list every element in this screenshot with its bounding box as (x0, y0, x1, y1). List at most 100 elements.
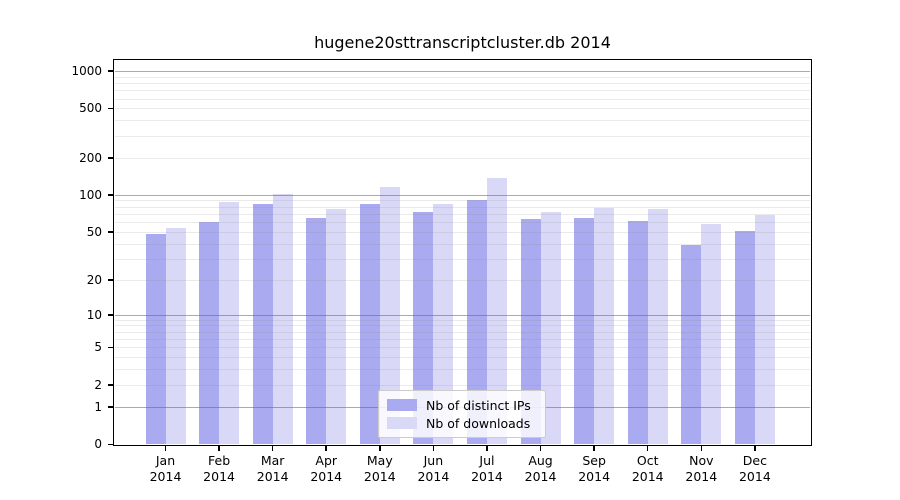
y-tick-mark (107, 346, 114, 349)
x-tick-mark (593, 445, 595, 451)
bar-distinct-ips (466, 199, 487, 444)
bar-downloads (540, 211, 561, 444)
legend-label-distinct-ips: Nb of distinct IPs (426, 397, 531, 413)
x-tick-label: Jan 2014 (149, 453, 182, 484)
bar-distinct-ips (413, 212, 434, 444)
bar-downloads (647, 209, 668, 444)
bar-distinct-ips (359, 203, 380, 444)
bar-downloads (433, 203, 454, 444)
legend: Nb of distinct IPs Nb of downloads (378, 390, 546, 438)
minor-gridline (115, 279, 810, 281)
minor-gridline (115, 331, 810, 333)
x-tick-mark (271, 445, 274, 451)
y-tick-label: 1000 (71, 63, 102, 78)
x-tick-label: Jun 2014 (417, 453, 450, 484)
legend-item-downloads: Nb of downloads (387, 414, 537, 432)
minor-gridline (115, 357, 810, 359)
x-tick-mark (700, 445, 703, 451)
x-tick-mark (432, 445, 435, 451)
minor-gridline (115, 206, 810, 208)
y-tick-label: 5 (94, 340, 102, 355)
minor-gridline (115, 98, 810, 100)
x-tick-mark (379, 445, 381, 451)
x-tick-label: Nov 2014 (685, 453, 718, 484)
y-tick-label: 2 (94, 377, 102, 392)
minor-gridline (115, 222, 810, 224)
x-tick-label: Feb 2014 (203, 453, 235, 484)
x-tick-mark (539, 445, 542, 451)
minor-gridline (115, 231, 810, 233)
y-tick-mark (107, 384, 114, 386)
minor-gridline (115, 135, 810, 137)
x-tick-mark (218, 445, 220, 451)
y-tick-label: 0 (94, 437, 102, 451)
x-tick-label: Aug 2014 (524, 453, 557, 484)
y-tick-label: 1 (94, 399, 102, 414)
y-tick-mark (107, 70, 114, 72)
y-tick-mark (107, 107, 114, 110)
bar-distinct-ips (520, 218, 541, 444)
minor-gridline (115, 384, 810, 386)
minor-gridline (115, 120, 810, 122)
bar-downloads (754, 214, 775, 444)
bar-downloads (272, 194, 293, 444)
y-tick-label: 50 (86, 224, 102, 239)
minor-gridline (115, 338, 810, 340)
bar-distinct-ips (306, 217, 327, 444)
x-tick-label: Oct 2014 (631, 453, 664, 484)
bar-distinct-ips (252, 203, 273, 444)
minor-gridline (115, 90, 810, 92)
bar-downloads (165, 227, 186, 444)
y-tick-label: 100 (79, 187, 102, 202)
minor-gridline (115, 83, 810, 85)
x-tick-label: Jul 2014 (471, 453, 503, 484)
minor-gridline (115, 200, 810, 202)
y-tick-mark (107, 194, 114, 196)
bar-distinct-ips (734, 230, 755, 444)
y-tick-mark (107, 443, 114, 445)
minor-gridline (115, 325, 810, 327)
x-tick-mark (646, 445, 649, 451)
bar-distinct-ips (574, 217, 595, 444)
minor-gridline (115, 347, 810, 349)
major-gridline (115, 70, 810, 72)
x-tick-mark (325, 445, 327, 451)
legend-swatch-downloads (387, 417, 417, 429)
chart-title: hugene20sttranscriptcluster.db 2014 (314, 33, 611, 52)
bar-downloads (219, 201, 240, 444)
x-tick-label: Mar 2014 (256, 453, 289, 484)
legend-swatch-distinct-ips (387, 399, 417, 411)
minor-gridline (115, 369, 810, 371)
x-tick-label: May 2014 (363, 453, 396, 484)
x-tick-mark (486, 445, 488, 451)
bar-downloads (486, 177, 507, 444)
y-tick-mark (107, 406, 114, 408)
minor-gridline (115, 258, 810, 260)
major-gridline (115, 314, 810, 316)
bar-downloads (701, 223, 722, 444)
x-tick-mark (164, 445, 167, 451)
minor-gridline (115, 157, 810, 159)
bar-downloads (326, 209, 347, 444)
legend-item-distinct-ips: Nb of distinct IPs (387, 396, 537, 414)
bar-downloads (594, 208, 615, 444)
minor-gridline (115, 213, 810, 215)
bar-distinct-ips (681, 244, 702, 444)
x-tick-label: Apr 2014 (310, 453, 343, 484)
major-gridline (115, 194, 810, 196)
minor-gridline (115, 243, 810, 245)
bar-downloads (379, 187, 400, 444)
minor-gridline (115, 319, 810, 321)
bar-distinct-ips (145, 233, 166, 444)
y-tick-mark (107, 231, 114, 233)
x-tick-label: Sep 2014 (578, 453, 611, 484)
y-tick-mark (107, 279, 114, 281)
bar-distinct-ips (199, 222, 220, 444)
x-tick-mark (754, 445, 756, 451)
legend-label-downloads: Nb of downloads (426, 415, 531, 431)
minor-gridline (115, 108, 810, 110)
minor-gridline (115, 76, 810, 78)
y-tick-mark (107, 314, 114, 316)
y-tick-label: 500 (79, 101, 102, 116)
